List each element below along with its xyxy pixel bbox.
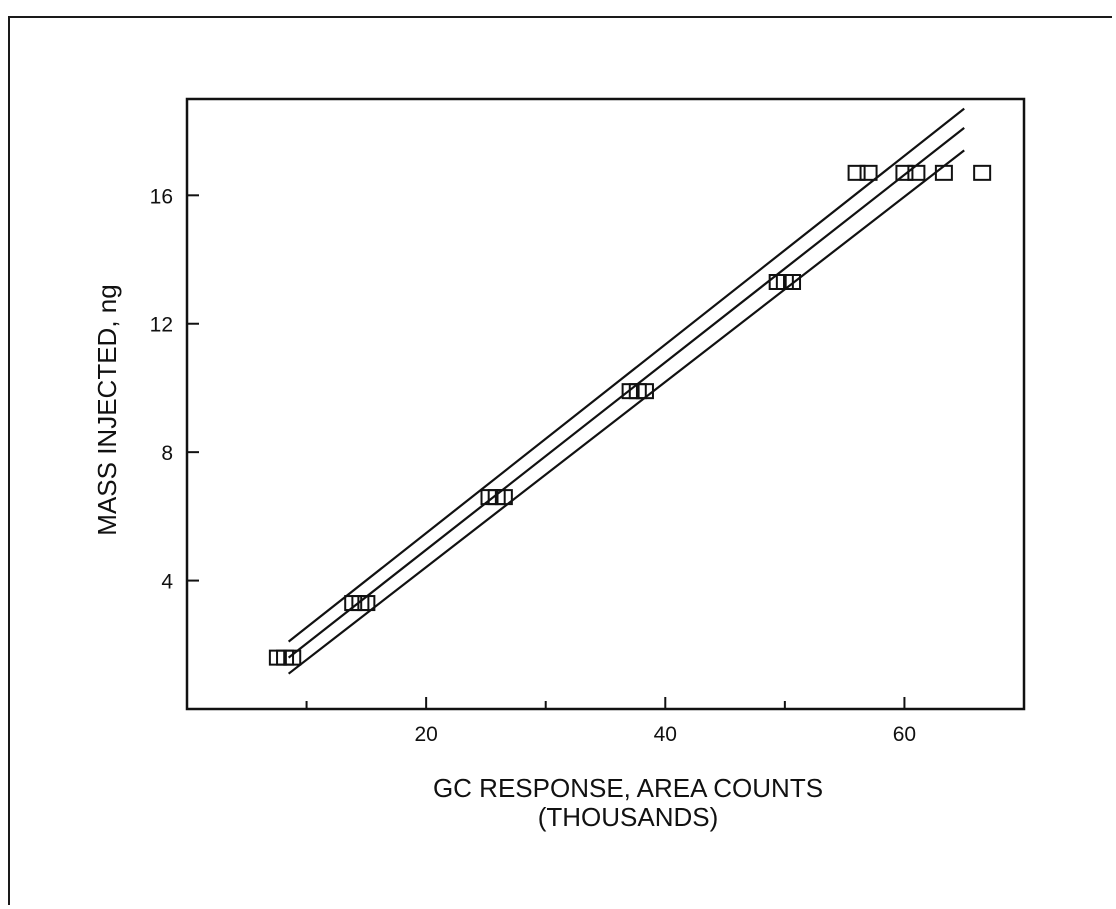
fit-line-fit <box>287 127 965 659</box>
data-point-marker <box>847 164 866 181</box>
data-point-marker <box>357 595 376 612</box>
y-axis-title: MASS INJECTED, ng <box>92 284 122 535</box>
x-tick-label: 20 <box>414 723 437 746</box>
y-tick-label: 8 <box>161 442 173 465</box>
x-tick-label: 60 <box>893 723 916 746</box>
plot-area-border <box>185 97 1026 711</box>
data-point-marker <box>859 164 878 181</box>
y-tick-label: 4 <box>161 571 173 594</box>
x-tick-label: 40 <box>654 723 677 746</box>
data-point-marker <box>783 274 802 290</box>
data-point-marker <box>283 649 302 666</box>
y-tick-label: 16 <box>150 185 173 208</box>
data-point-marker <box>973 164 992 181</box>
data-point-marker <box>494 489 513 506</box>
x-axis-title: GC RESPONSE, AREA COUNTS <box>433 773 823 803</box>
y-axis-ticks: 4 8 12 16 <box>150 185 199 594</box>
fit-line-upper <box>287 107 965 643</box>
figure-frame <box>8 16 1112 905</box>
data-point-marker <box>895 164 914 181</box>
x-axis-title-units: (THOUSANDS) <box>538 802 719 832</box>
fit-line-lower <box>287 149 965 675</box>
y-tick-label: 12 <box>150 314 173 337</box>
x-axis-ticks: 20 40 60 <box>305 697 916 746</box>
data-point-marker <box>934 164 953 181</box>
fit-lines <box>287 107 965 675</box>
data-point-marker <box>635 383 654 400</box>
data-markers <box>268 164 992 666</box>
data-point-marker <box>907 164 926 181</box>
